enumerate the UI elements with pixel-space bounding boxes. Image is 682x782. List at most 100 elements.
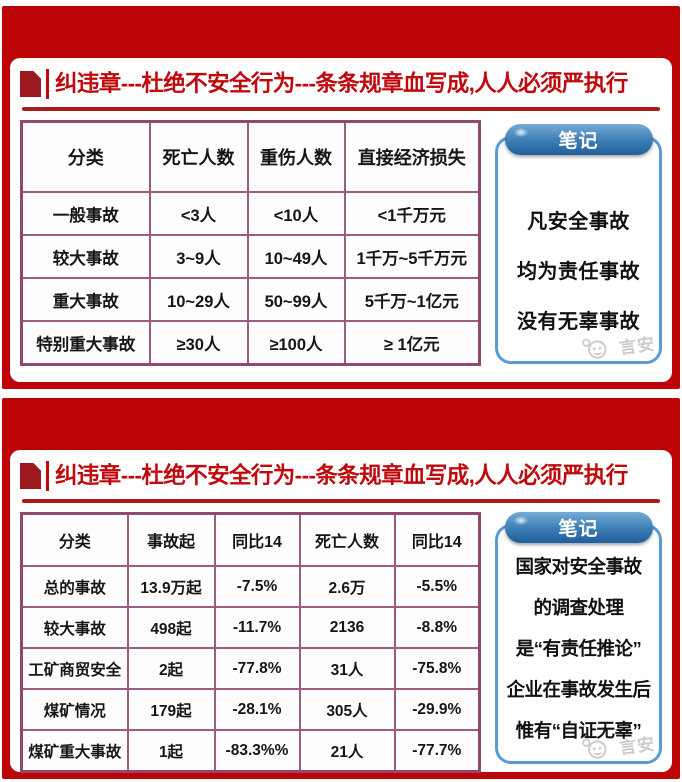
table-cell: 较大事故 (20, 234, 151, 279)
table-cell: 31人 (298, 647, 396, 690)
table-cell: -29.9% (393, 688, 481, 731)
table-cell: 1千万~5千万元 (343, 234, 481, 279)
table-cell: -11.7% (213, 606, 301, 649)
table-row: 煤矿情况 179起 -28.1% 305人 -29.9% (20, 688, 481, 731)
table-header-row: 分类 死亡人数 重伤人数 直接经济损失 (20, 120, 481, 193)
table-cell: 13.9万起 (126, 565, 216, 608)
note-line: 没有无辜事故 (517, 311, 640, 333)
table-cell: 179起 (126, 688, 216, 731)
accident-statistics-table: 分类 事故起 同比14 死亡人数 同比14 总的事故 13.9万起 -7.5% 2.6万 -5.5… (20, 512, 481, 773)
notes-lines: 凡安全事故均为责任事故 没有无辜事故 (498, 139, 659, 334)
badge-highlight-dot (513, 516, 528, 525)
note-line: 企业在事故发生后 (506, 679, 651, 700)
table-cell: -5.5% (393, 565, 481, 608)
slide-title: 纠违章---杜绝不安全行为---条条规章血写成,人人必须严执行 (55, 462, 628, 488)
badge-highlight-dot (513, 128, 528, 137)
table-header-row: 分类 事故起 同比14 死亡人数 同比14 (20, 512, 481, 567)
table-cell: <10人 (246, 191, 346, 236)
table-cell: 3~9人 (148, 234, 249, 279)
slide-1-content: 分类 死亡人数 重伤人数 直接经济损失 一般事故 <3人 <10人 <1千万元 较大事故 3~9人… (20, 120, 662, 366)
table-row: 重大事故 10~29人 50~99人 5千万~1亿元 (20, 277, 481, 322)
table-cell: 10~49人 (246, 234, 346, 279)
table-cell: ≥ 1亿元 (343, 320, 481, 366)
table-cell: -77.7% (393, 729, 481, 773)
table-row: 工矿商贸安全 2起 -77.8% 31人 -75.8% (20, 647, 481, 690)
table-header-cell: 死亡人数 (148, 120, 249, 193)
table-cell: 2.6万 (298, 565, 396, 608)
watermark-face-icon (582, 338, 607, 359)
table-cell: 498起 (126, 606, 216, 649)
table-cell: 煤矿重大事故 (20, 729, 129, 773)
title-underline (22, 107, 660, 111)
table-cell: 特别重大事故 (20, 320, 151, 366)
book-icon (20, 463, 41, 489)
table-row: 煤矿重大事故 1起 -83.3%% 21人 -77.7% (20, 729, 481, 773)
slide-1: 纠违章---杜绝不安全行为---条条规章血写成,人人必须严执行 分类 死亡人数 重伤… (2, 6, 680, 389)
table-row: 总的事故 13.9万起 -7.5% 2.6万 -5.5% (20, 565, 481, 608)
table-cell: <1千万元 (343, 191, 481, 236)
table-cell: -83.3%% (213, 729, 301, 773)
table-cell: 工矿商贸安全 (20, 647, 129, 690)
table-header-cell: 死亡人数 (298, 512, 396, 567)
note-line: 是“有责任推论” (515, 638, 642, 659)
note-line: 国家对安全事故 (515, 556, 642, 577)
table-header-cell: 同比14 (213, 512, 301, 567)
table-cell: 总的事故 (20, 565, 129, 608)
title-underline (22, 499, 660, 503)
table-header-cell: 直接经济损失 (343, 120, 481, 193)
table-header-cell: 分类 (20, 120, 151, 193)
table-cell: ≥30人 (148, 320, 249, 366)
notes-lines: 国家对安全事故 的调查处理是“有责任推论” 企业在事故发生后 惟有“自证无辜” (498, 527, 659, 743)
table-cell: 一般事故 (20, 191, 151, 236)
table-cell: -77.8% (213, 647, 301, 690)
table-cell: 2起 (126, 647, 216, 690)
accident-grade-table: 分类 死亡人数 重伤人数 直接经济损失 一般事故 <3人 <10人 <1千万元 较大事故 3~9人… (20, 120, 481, 366)
table-cell: 煤矿情况 (20, 688, 129, 731)
notes-badge: 笔记 (504, 124, 653, 155)
notes-badge-label: 笔记 (558, 519, 599, 540)
title-divider-bar (46, 461, 49, 491)
table-cell: 50~99人 (246, 277, 346, 322)
notes-box: 笔记 凡安全事故 均为责任事故 没有无辜事故 言安 (495, 124, 662, 364)
slide-2-content: 分类 事故起 同比14 死亡人数 同比14 总的事故 13.9万起 -7.5% 2.6万 -5.5… (20, 512, 662, 773)
table-cell: -8.8% (393, 606, 481, 649)
notes-badge: 笔记 (504, 512, 653, 543)
book-icon (20, 71, 41, 97)
slide-2: 纠违章---杜绝不安全行为---条条规章血写成,人人必须严执行 分类 事故起 同比1… (2, 398, 680, 779)
table-row: 较大事故 3~9人 10~49人 1千万~5千万元 (20, 234, 481, 279)
table-cell: 重大事故 (20, 277, 151, 322)
slide-2-title-row: 纠违章---杜绝不安全行为---条条规章血写成,人人必须严执行 (20, 457, 662, 495)
table-cell: 10~29人 (148, 277, 249, 322)
slide-1-panel: 纠违章---杜绝不安全行为---条条规章血写成,人人必须严执行 分类 死亡人数 重伤… (10, 58, 672, 382)
table-cell: 305人 (298, 688, 396, 731)
title-divider-bar (46, 69, 49, 99)
table-header-cell: 同比14 (393, 512, 481, 567)
table-cell: 较大事故 (20, 606, 129, 649)
table-row: 一般事故 <3人 <10人 <1千万元 (20, 191, 481, 236)
slide-2-panel: 纠违章---杜绝不安全行为---条条规章血写成,人人必须严执行 分类 事故起 同比1… (10, 450, 672, 773)
table-row: 特别重大事故 ≥30人 ≥100人 ≥ 1亿元 (20, 320, 481, 366)
table-header-cell: 重伤人数 (246, 120, 346, 193)
notes-badge-label: 笔记 (558, 131, 599, 152)
table-cell: <3人 (148, 191, 249, 236)
table-cell: 5千万~1亿元 (343, 277, 481, 322)
table-cell: 1起 (126, 729, 216, 773)
note-line: 惟有“自证无辜” (515, 720, 642, 741)
table-cell: 21人 (298, 729, 396, 773)
table-header-cell: 事故起 (126, 512, 216, 567)
table-cell: 2136 (298, 606, 396, 649)
note-line: 均为责任事故 (517, 261, 640, 283)
table-cell: -75.8% (393, 647, 481, 690)
slide-gap (0, 389, 682, 398)
notes-box: 笔记 国家对安全事故 的调查处理 是“有责任推论” 企业在事故发生后 惟有“自证无辜” … (495, 512, 662, 764)
note-line: 凡安全事故 (527, 211, 630, 233)
table-row: 较大事故 498起 -11.7% 2136 -8.8% (20, 606, 481, 649)
table-cell: ≥100人 (246, 320, 346, 366)
slide-1-title-row: 纠违章---杜绝不安全行为---条条规章血写成,人人必须严执行 (20, 65, 662, 103)
slide-title: 纠违章---杜绝不安全行为---条条规章血写成,人人必须严执行 (55, 70, 628, 96)
table-cell: -7.5% (213, 565, 301, 608)
table-cell: -28.1% (213, 688, 301, 731)
note-line: 的调查处理 (533, 597, 624, 618)
table-header-cell: 分类 (20, 512, 129, 567)
